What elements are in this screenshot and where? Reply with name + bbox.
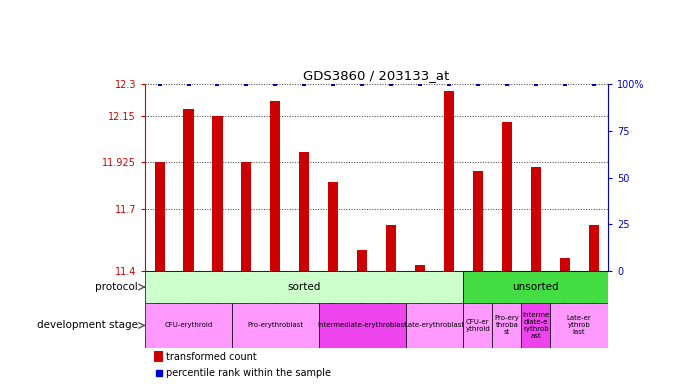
Bar (550, 303, 608, 348)
Bar (492, 303, 521, 348)
Text: Interme
diate-e
rythrob
ast: Interme diate-e rythrob ast (522, 312, 549, 339)
Bar (154, 351, 162, 362)
Bar (357, 250, 367, 271)
Bar (473, 171, 483, 271)
Text: protocol: protocol (95, 282, 138, 292)
Bar (299, 152, 310, 271)
Bar (270, 101, 281, 271)
Bar (319, 303, 406, 348)
Bar (444, 91, 454, 271)
Bar (406, 303, 464, 348)
Bar (386, 225, 396, 271)
Text: percentile rank within the sample: percentile rank within the sample (166, 368, 331, 378)
Text: CFU-erythroid: CFU-erythroid (164, 323, 213, 328)
Bar (464, 303, 492, 348)
Bar (415, 265, 425, 271)
Bar (183, 109, 193, 271)
Bar (502, 122, 512, 271)
Bar (145, 271, 464, 303)
Text: Late-er
ythrob
last: Late-er ythrob last (567, 315, 591, 336)
Title: GDS3860 / 203133_at: GDS3860 / 203133_at (303, 69, 450, 82)
Text: transformed count: transformed count (166, 352, 256, 362)
Text: Pro-erythroblast: Pro-erythroblast (247, 323, 303, 328)
Text: Intermediate-erythroblast: Intermediate-erythroblast (317, 323, 407, 328)
Text: unsorted: unsorted (513, 282, 559, 292)
Bar (560, 258, 570, 271)
Text: Late-erythroblast: Late-erythroblast (404, 323, 464, 328)
Bar (212, 116, 223, 271)
Bar (145, 303, 232, 348)
Bar (464, 271, 608, 303)
Bar (155, 162, 164, 271)
Bar (521, 303, 550, 348)
Bar (531, 167, 541, 271)
Text: Pro-ery
throba
st: Pro-ery throba st (494, 315, 519, 336)
Bar (328, 182, 339, 271)
Bar (241, 162, 252, 271)
Text: CFU-er
ythroid: CFU-er ythroid (466, 319, 490, 332)
Text: sorted: sorted (287, 282, 321, 292)
Bar (232, 303, 319, 348)
Text: development stage: development stage (37, 320, 138, 331)
Bar (589, 225, 598, 271)
